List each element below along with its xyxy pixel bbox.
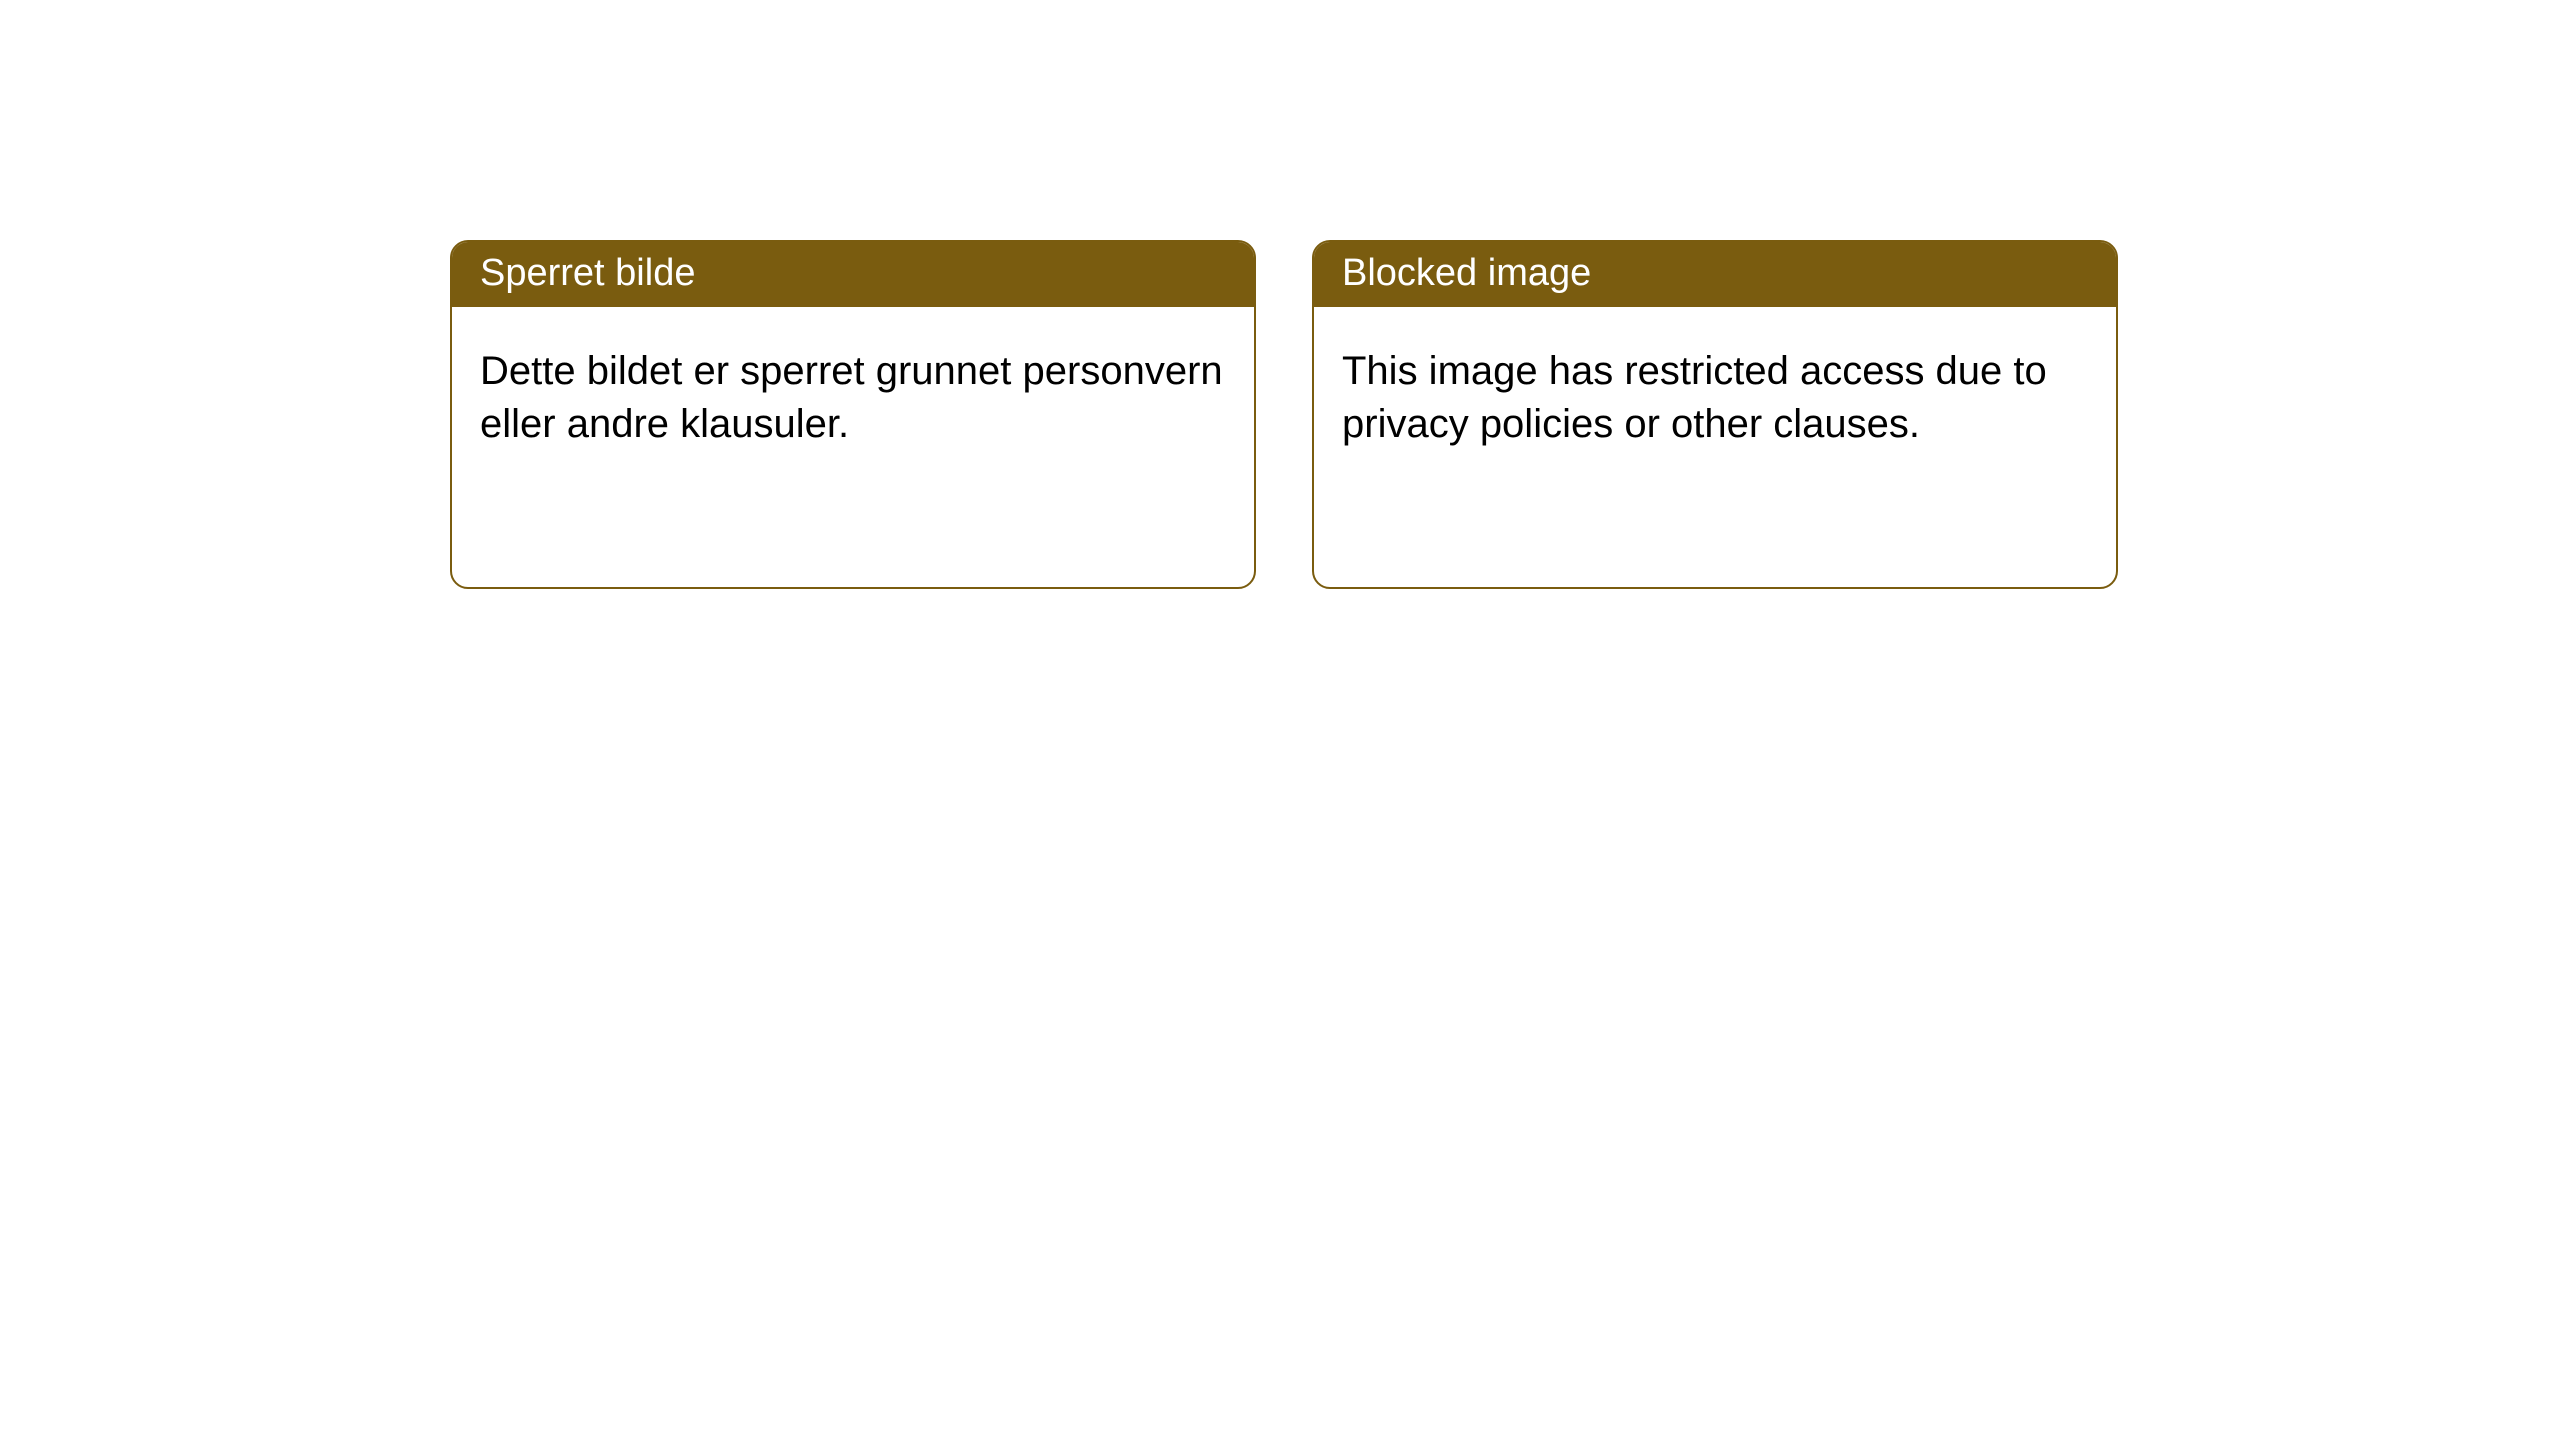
card-body-text: Dette bildet er sperret grunnet personve… xyxy=(480,349,1223,446)
card-body: Dette bildet er sperret grunnet personve… xyxy=(452,307,1254,587)
card-body-text: This image has restricted access due to … xyxy=(1342,349,2047,446)
blocked-image-card-norwegian: Sperret bilde Dette bildet er sperret gr… xyxy=(450,240,1256,589)
card-container: Sperret bilde Dette bildet er sperret gr… xyxy=(0,0,2560,589)
card-title: Blocked image xyxy=(1342,252,1591,294)
card-header: Blocked image xyxy=(1314,242,2116,307)
card-body: This image has restricted access due to … xyxy=(1314,307,2116,587)
blocked-image-card-english: Blocked image This image has restricted … xyxy=(1312,240,2118,589)
card-title: Sperret bilde xyxy=(480,252,695,294)
card-header: Sperret bilde xyxy=(452,242,1254,307)
